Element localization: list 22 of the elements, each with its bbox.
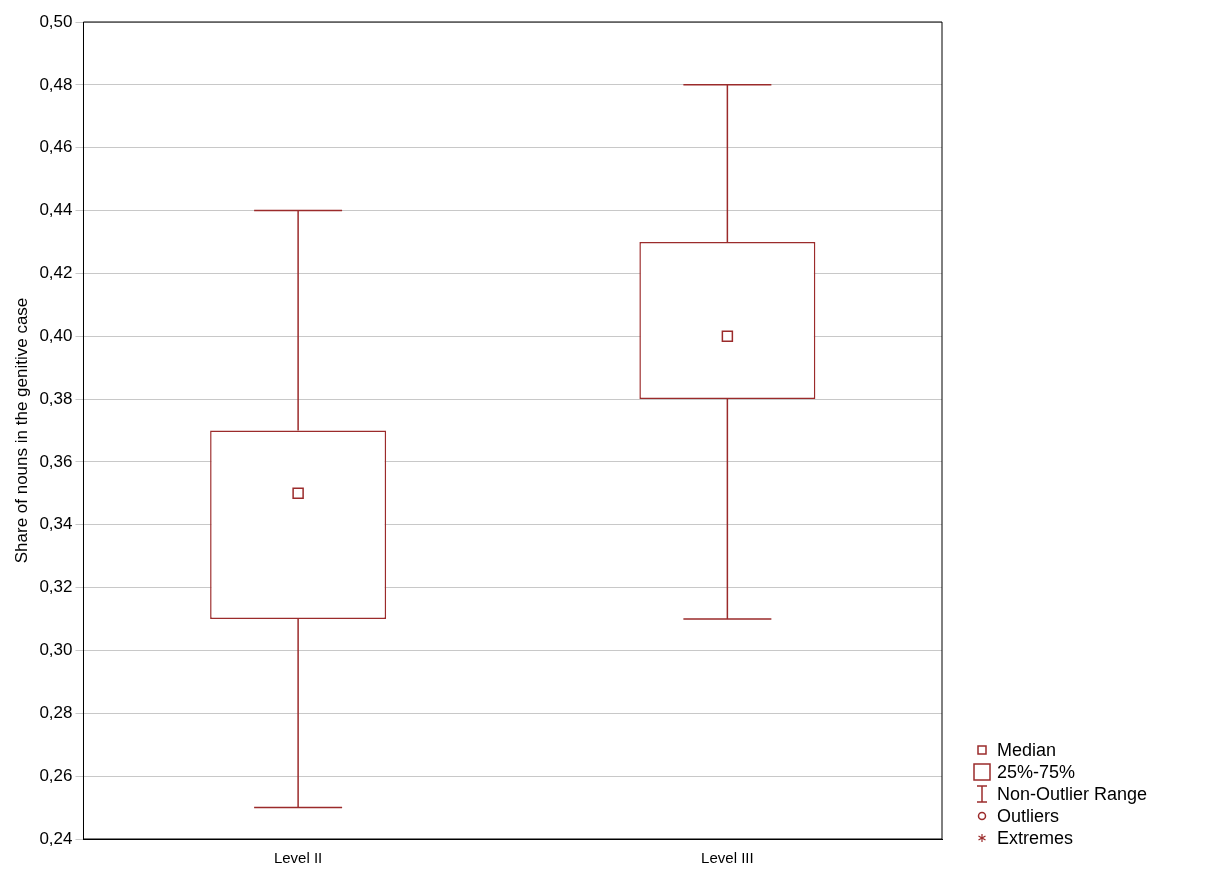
y-tick-label: 0,24 (39, 828, 73, 848)
y-tick-label: 0,30 (39, 640, 73, 660)
y-tick-label: 0,48 (39, 74, 73, 94)
x-tick-label: Level III (701, 849, 754, 867)
text: Median (997, 739, 1057, 761)
y-tick-label: 0,44 (39, 200, 73, 220)
y-tick-label: 0,32 (39, 577, 73, 597)
x-tick-label: Level II (273, 849, 323, 867)
text: Non-Outlier Range (997, 783, 1148, 805)
y-tick-label: 0,38 (39, 388, 73, 408)
text: Outliers (997, 805, 1060, 827)
text: 25%-75% (997, 761, 1076, 783)
y-tick-label: 0,36 (39, 451, 73, 471)
y-tick-label: 0,26 (39, 765, 73, 785)
text: Extremes (997, 827, 1074, 849)
y-tick-label: 0,42 (39, 263, 73, 283)
y-tick-label: 0,28 (39, 703, 73, 722)
y-tick-label: 0,46 (39, 137, 73, 157)
y-tick-label: 0,40 (39, 325, 73, 345)
y-tick-label: 0,50 (39, 11, 73, 31)
y-axis-title: Share of nouns in the genitive case (11, 297, 31, 564)
y-tick-label: 0,34 (39, 514, 73, 534)
